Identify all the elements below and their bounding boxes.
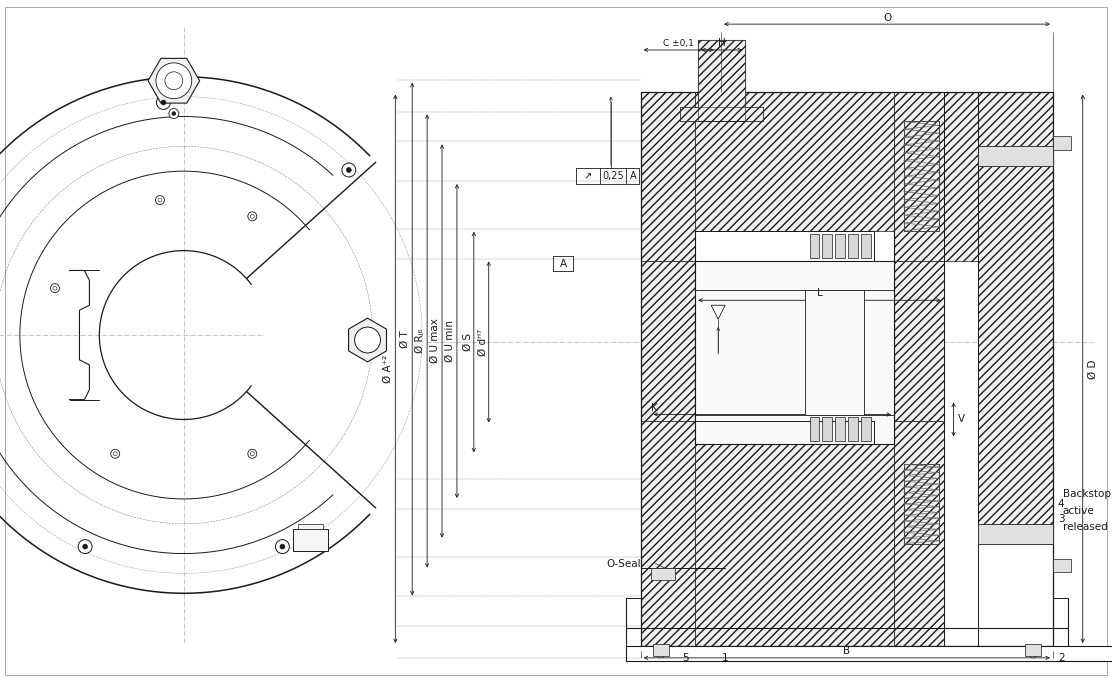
Text: active: active xyxy=(1063,506,1094,516)
Circle shape xyxy=(157,95,170,109)
Text: H: H xyxy=(717,38,725,48)
Circle shape xyxy=(83,544,87,549)
Circle shape xyxy=(172,112,176,115)
Text: ↗: ↗ xyxy=(584,171,592,181)
Text: A: A xyxy=(629,171,636,181)
Circle shape xyxy=(347,168,351,173)
Bar xyxy=(809,417,819,441)
Bar xyxy=(695,444,894,646)
Circle shape xyxy=(156,196,164,205)
Bar xyxy=(1053,136,1071,150)
Bar xyxy=(650,569,676,580)
Text: Ø S: Ø S xyxy=(463,333,473,351)
Bar xyxy=(641,421,695,646)
Text: 5: 5 xyxy=(683,653,688,663)
Circle shape xyxy=(50,284,59,293)
Circle shape xyxy=(111,449,120,458)
Text: Ø U min: Ø U min xyxy=(445,320,455,362)
Bar xyxy=(805,291,864,415)
Bar xyxy=(695,91,894,231)
Text: Ø D: Ø D xyxy=(1088,359,1098,379)
Circle shape xyxy=(156,63,191,99)
Text: Ø dᴴ⁷: Ø dᴴ⁷ xyxy=(478,329,488,355)
Text: 0,25: 0,25 xyxy=(602,171,623,181)
Text: K: K xyxy=(650,402,657,413)
Bar xyxy=(680,106,698,121)
Bar xyxy=(848,234,858,258)
Bar xyxy=(978,91,1053,544)
Bar xyxy=(293,529,328,550)
Text: 4: 4 xyxy=(1057,499,1064,509)
Bar xyxy=(894,91,1053,261)
Circle shape xyxy=(275,539,290,554)
Bar xyxy=(848,417,858,441)
Text: O-Seal: O-Seal xyxy=(605,559,640,569)
Text: C ±0,1: C ±0,1 xyxy=(664,38,694,48)
Text: Backstop: Backstop xyxy=(1063,489,1111,499)
Text: Ø Rⱼ₆: Ø Rⱼ₆ xyxy=(415,329,425,353)
Circle shape xyxy=(1028,648,1038,658)
Bar xyxy=(822,417,833,441)
Bar xyxy=(894,261,943,421)
Circle shape xyxy=(251,451,254,456)
Text: 3: 3 xyxy=(1057,514,1064,524)
Circle shape xyxy=(1056,561,1066,570)
Polygon shape xyxy=(148,59,199,103)
Text: Ø U max: Ø U max xyxy=(430,318,440,364)
Circle shape xyxy=(247,449,256,458)
Bar xyxy=(745,106,763,121)
Circle shape xyxy=(161,100,166,105)
Polygon shape xyxy=(712,306,725,319)
Bar xyxy=(698,40,745,106)
Circle shape xyxy=(158,198,162,202)
Polygon shape xyxy=(349,318,386,362)
Bar xyxy=(695,261,894,444)
Bar xyxy=(652,644,668,656)
Circle shape xyxy=(53,286,57,290)
Text: released: released xyxy=(1063,522,1108,532)
Bar xyxy=(626,646,1119,661)
Text: Ø A⁺²: Ø A⁺² xyxy=(383,355,393,383)
Text: O: O xyxy=(883,13,891,23)
Circle shape xyxy=(656,648,666,658)
Circle shape xyxy=(247,212,256,221)
Bar xyxy=(1053,559,1071,572)
Circle shape xyxy=(251,214,254,218)
Bar xyxy=(836,234,845,258)
Circle shape xyxy=(355,327,380,353)
Circle shape xyxy=(113,451,117,456)
Circle shape xyxy=(169,108,179,119)
Text: Ø T: Ø T xyxy=(401,330,411,348)
Bar xyxy=(862,234,872,258)
Circle shape xyxy=(78,539,92,554)
Text: A: A xyxy=(560,258,567,269)
Bar xyxy=(978,147,1053,166)
Text: V: V xyxy=(958,415,965,424)
Bar xyxy=(978,524,1053,544)
Circle shape xyxy=(1056,138,1066,148)
Text: 1: 1 xyxy=(722,653,728,663)
Bar xyxy=(809,234,819,258)
Bar xyxy=(1025,644,1041,656)
Bar xyxy=(298,524,322,529)
Circle shape xyxy=(342,163,356,177)
Circle shape xyxy=(164,72,182,90)
Text: 2: 2 xyxy=(1057,653,1064,663)
Text: B: B xyxy=(844,646,850,656)
Circle shape xyxy=(280,544,285,549)
Bar xyxy=(836,417,845,441)
Bar xyxy=(862,417,872,441)
Text: L: L xyxy=(817,288,822,298)
Bar xyxy=(641,91,695,261)
Bar xyxy=(894,421,943,646)
Bar xyxy=(822,234,833,258)
Bar xyxy=(641,261,695,421)
